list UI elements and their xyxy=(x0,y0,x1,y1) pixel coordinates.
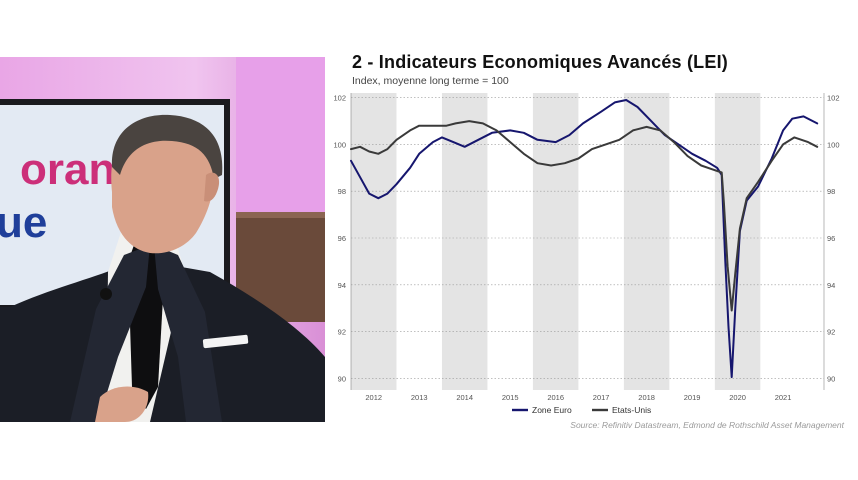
legend-label: Zone Euro xyxy=(532,405,572,415)
y-tick-right: 102 xyxy=(827,94,840,103)
chart-subtitle: Index, moyenne long terme = 100 xyxy=(352,75,509,87)
y-tick-right: 92 xyxy=(827,328,835,337)
backdrop-text-bottom: ue xyxy=(0,198,47,247)
y-tick-left: 100 xyxy=(333,140,346,149)
x-tick-label: 2019 xyxy=(684,393,701,402)
y-tick-left: 94 xyxy=(338,281,346,290)
shaded-band-0 xyxy=(351,93,397,390)
y-axis-left: 90 92 94 96 98 100 102 xyxy=(333,93,352,390)
y-tick-left: 90 xyxy=(338,374,346,383)
series-line-etats-unis xyxy=(350,120,819,312)
x-tick-label: 2014 xyxy=(456,393,473,402)
presenter-image: oran ue xyxy=(0,57,325,422)
series-lines xyxy=(350,99,819,379)
chart-legend: Zone Euro Etats-Unis xyxy=(512,405,651,415)
y-tick-right: 94 xyxy=(827,281,835,290)
x-tick-label: 2013 xyxy=(411,393,428,402)
y-tick-left: 92 xyxy=(338,328,346,337)
backdrop-text-top: oran xyxy=(20,145,115,194)
legend-label: Etats-Unis xyxy=(612,405,651,415)
y-axis-right: 90 92 94 96 98 100 102 xyxy=(823,93,840,390)
x-tick-label: 2015 xyxy=(502,393,519,402)
y-tick-left: 102 xyxy=(333,94,346,103)
chart-source: Source: Refinitiv Datastream, Edmond de … xyxy=(570,420,844,430)
y-tick-right: 98 xyxy=(827,187,835,196)
x-tick-label: 2017 xyxy=(593,393,610,402)
presenter-video: oran ue xyxy=(0,57,325,422)
x-tick-label: 2018 xyxy=(638,393,655,402)
shaded-year-bands xyxy=(351,93,761,390)
shaded-band-3 xyxy=(623,93,670,390)
x-axis: 2012 2013 2014 2015 2016 2017 2018 2019 2020 2021 xyxy=(365,393,791,402)
shaded-band-1 xyxy=(441,93,488,390)
y-tick-right: 90 xyxy=(827,374,835,383)
x-tick-label: 2020 xyxy=(729,393,746,402)
chart-title: 2 - Indicateurs Economiques Avancés (LEI… xyxy=(352,52,728,72)
y-tick-right: 96 xyxy=(827,234,835,243)
x-tick-label: 2021 xyxy=(775,393,792,402)
y-tick-left: 98 xyxy=(338,187,346,196)
y-tick-left: 96 xyxy=(338,234,346,243)
x-tick-label: 2016 xyxy=(547,393,564,402)
shaded-band-2 xyxy=(532,93,579,390)
y-tick-right: 100 xyxy=(827,140,840,149)
x-tick-label: 2012 xyxy=(365,393,382,402)
